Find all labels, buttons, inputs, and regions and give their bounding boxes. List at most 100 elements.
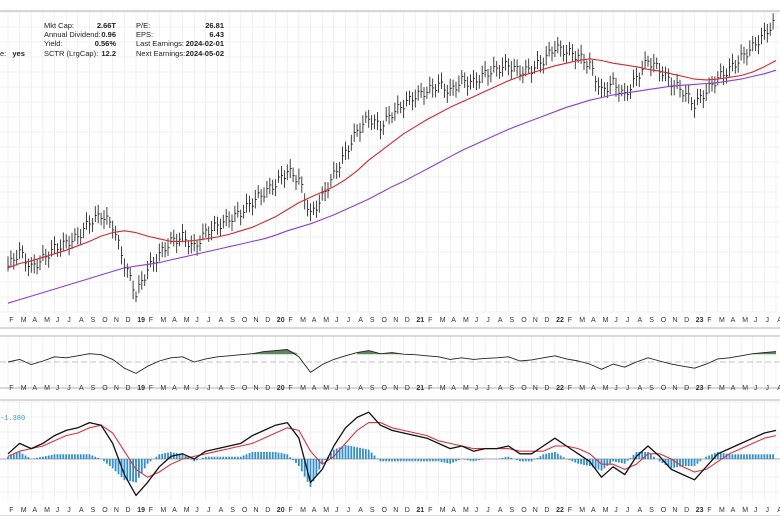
axis-tick-label: S [649,507,654,514]
axis-tick-label: D [126,317,131,324]
axis-tick-label: M [21,317,27,324]
macd-histogram-bar [574,459,577,463]
axis-tick-label: D [265,317,270,324]
macd-histogram-bar [455,459,457,462]
axis-tick-label: J [626,317,630,324]
axis-tick-label: S [510,317,515,324]
macd-histogram-bar [248,453,251,459]
axis-tick-label: J [486,317,490,324]
macd-histogram-bar [225,456,228,459]
macd-histogram-bar [312,459,315,482]
macd-histogram-bar [684,459,687,466]
macd-histogram-bar [356,447,358,459]
time-axis-labels: F M A M J J A S O N D 19 F M A M J J A S O N D 20 F M A M J J A S O N D 21 F… [9,317,780,514]
macd-histogram-bar [155,456,158,459]
axis-tick-label: J [754,317,758,324]
macd-histogram-bar [522,459,524,462]
macd-histogram-bar [402,459,405,462]
macd-histogram-bar [175,453,178,459]
macd-histogram-bar [254,452,257,459]
macd-histogram-bar [463,459,466,460]
macd-histogram-bar [737,454,740,459]
macd-histogram-bar [399,459,402,462]
stat-label: Mkt Cap: [44,21,75,30]
macd-histogram-bar [353,446,356,459]
axis-tick-label: A [79,385,84,392]
macd-histogram-bar [498,458,501,459]
axis-tick-label: A [638,385,643,392]
macd-histogram-bar [47,455,50,459]
axis-tick-label: M [742,317,748,324]
axis-tick-label: D [126,507,131,514]
macd-histogram-bar [606,459,609,466]
axis-tick-label: M [579,385,585,392]
axis-tick-label: N [393,507,398,514]
macd-histogram-bar [751,454,754,459]
axis-tick-label: F [568,317,572,324]
axis-tick-label: N [672,507,677,514]
axis-tick-label: M [44,385,50,392]
axis-tick-label: A [731,385,736,392]
macd-histogram-bar [452,459,454,463]
axis-tick-label: M [440,385,446,392]
macd-histogram-bar [373,455,376,459]
axis-tick-label: 21 [416,385,424,392]
axis-tick-label: A [358,507,363,514]
macd-histogram-bar [466,459,469,461]
macd-histogram-bar [385,459,388,462]
axis-tick-label: M [603,317,609,324]
axis-tick-label: A [638,317,643,324]
macd-histogram-bar [690,459,693,466]
macd-histogram-bar [106,459,108,464]
macd-histogram-bar [516,459,518,461]
axis-tick-label: J [347,507,351,514]
axis-tick-label: O [382,385,388,392]
macd-histogram-bar [434,459,437,462]
macd-histogram-bar [204,456,207,459]
macd-histogram-bar [679,459,681,467]
axis-tick-label: M [184,317,190,324]
axis-tick-label: J [335,507,339,514]
axis-tick-label: N [254,385,259,392]
axis-tick-label: J [56,507,60,514]
macd-histogram-bar [641,452,644,459]
axis-tick-label: A [451,317,456,324]
macd-histogram-bar [728,454,731,459]
axis-tick-label: 23 [696,385,704,392]
macd-histogram-bar [734,454,737,459]
axis-tick-label: M [719,507,725,514]
macd-histogram-bar [740,454,742,459]
axis-tick-label: O [661,317,667,324]
fundamentals-left: Mkt Cap: 2.66T Annual Dividend:0.96 Yield… [44,21,116,58]
stat-label: Last Earnings: [136,39,184,49]
stat-row: Yield: 0.56% [44,39,116,48]
macd-histogram-bar [443,459,446,463]
axis-tick-label: F [568,507,572,514]
macd-histogram-bar [501,457,504,459]
macd-histogram-bar [519,459,521,462]
axis-tick-label: D [544,385,549,392]
macd-histogram-bar [283,453,286,459]
axis-tick-label: J [486,507,490,514]
macd-histogram-bar [539,456,542,459]
macd-histogram-bar [181,454,184,459]
macd-histogram-bar [135,459,137,483]
axis-tick-label: A [312,317,317,324]
axis-tick-label: D [684,507,689,514]
macd-histogram-bar [367,449,370,459]
stat-value: 2024-02-01 [185,39,224,49]
macd-histogram-bar [228,456,230,459]
axis-tick-label: F [288,507,292,514]
macd-histogram-bar [268,452,271,459]
axis-tick-label: S [230,317,235,324]
fundamentals-right: P/E: 26.81 EPS: 6.43 Last Earnings: 2024-02… [136,21,224,58]
axis-tick-label: M [184,507,190,514]
macd-histogram-bar [97,457,100,459]
macd-histogram-bar [760,454,763,459]
macd-histogram-bar [711,454,713,459]
axis-tick-label: N [254,507,259,514]
macd-histogram-bar [716,452,719,459]
macd-histogram-bar [277,452,280,459]
macd-histogram-bar [143,459,146,469]
oscillator-line [7,349,777,374]
